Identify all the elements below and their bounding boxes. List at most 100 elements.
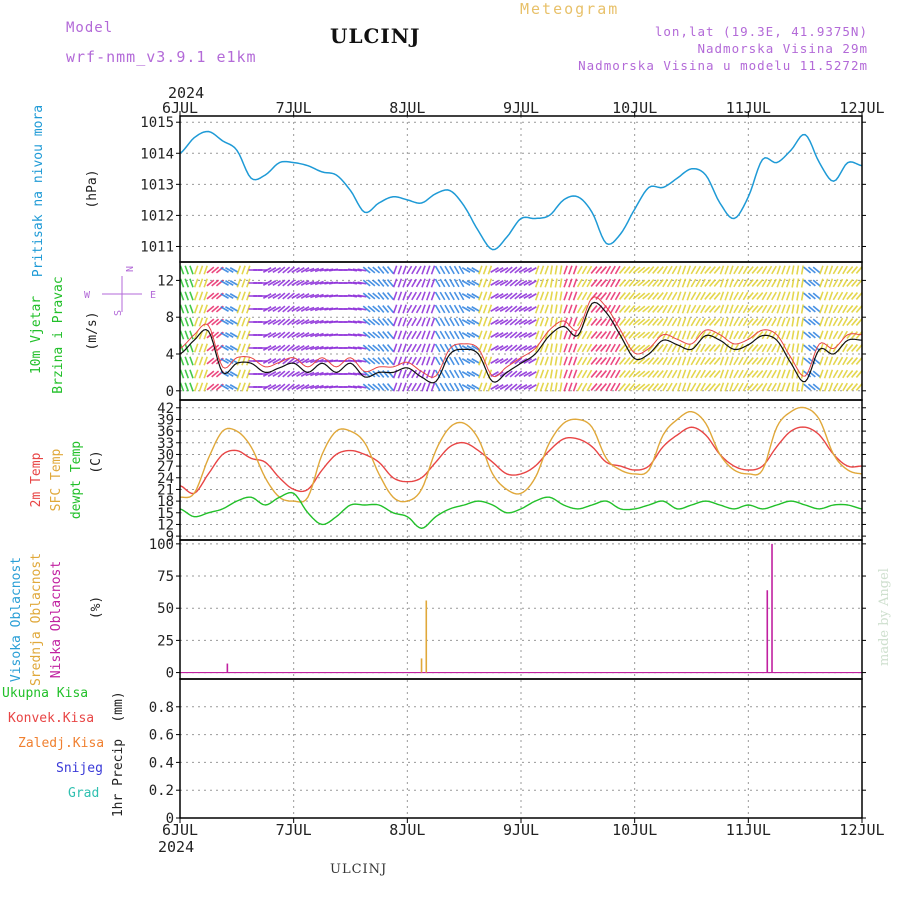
wind-arrow (286, 370, 295, 378)
wind-arrow (544, 291, 549, 301)
wind-arrow (406, 265, 413, 275)
wind-arrow (576, 356, 583, 366)
wind-arrow (291, 384, 300, 390)
wind-arrow (518, 358, 528, 364)
wind-arrow (800, 330, 804, 340)
wind-arrow (713, 266, 721, 274)
wind-arrow (742, 265, 749, 275)
pressure-unit-label: (hPa) (85, 169, 100, 208)
wind-arrow (229, 332, 239, 338)
wind-arrow (642, 318, 651, 326)
credit-watermark: made by Angel (877, 568, 892, 666)
wind-arrow (523, 293, 533, 299)
wind-arrow (554, 304, 558, 314)
wind-arrow (357, 372, 367, 376)
wind-arrow (291, 371, 300, 377)
wind-arrow (628, 331, 636, 339)
wind-arrow (434, 265, 441, 275)
wind-arrow (411, 278, 418, 288)
wind-arrow (647, 292, 655, 300)
wind-arrow (296, 345, 305, 351)
wind-arrow (632, 305, 641, 313)
model-label: Model (66, 20, 114, 36)
wind-arrow (406, 304, 413, 314)
wind-arrow (781, 330, 786, 340)
wind-arrow (791, 317, 795, 327)
wind-arrow (310, 345, 320, 351)
wind-arrow (347, 281, 358, 285)
wind-arrow (267, 306, 277, 312)
wind-arrow (851, 331, 859, 339)
wind-arrow (478, 369, 483, 379)
wind-arrow (305, 384, 315, 390)
wind-arrow (300, 345, 310, 351)
wind-arrow (262, 319, 272, 325)
wind-arrow (421, 291, 426, 301)
wind-arrow (572, 278, 578, 288)
elevation-info: Nadmorska Visina 29m (697, 41, 868, 56)
wind-arrow (855, 318, 863, 326)
wind-arrow (272, 358, 282, 364)
wind-arrow (453, 291, 460, 301)
wind-arrow (458, 278, 465, 288)
wind-arrow (397, 304, 403, 314)
wind-arrow (614, 265, 621, 275)
wind-arrow (618, 292, 626, 300)
pressure-axis-label: Pritisak na nivou mora (31, 105, 46, 277)
wind-arrow (746, 357, 754, 365)
wind-arrow (623, 318, 631, 326)
wind-arrow (397, 265, 403, 275)
frame-layer (176, 111, 866, 823)
wind-arrow (314, 293, 324, 299)
wind-arrow (367, 318, 376, 326)
wind-arrow (823, 304, 829, 314)
wind-arrow (666, 291, 673, 301)
wind-arrow (415, 304, 422, 314)
wind-arrow (495, 319, 504, 325)
wind-arrow (791, 369, 795, 379)
wind-arrow (832, 317, 839, 327)
wind-arrow (282, 266, 291, 274)
wind-arrow (662, 317, 669, 327)
wind-arrow (314, 358, 324, 364)
wind-arrow (386, 383, 394, 391)
wind-arrow (568, 356, 573, 366)
wind-arrow (458, 265, 465, 275)
wind-arrow (647, 318, 655, 326)
wind-arrow (392, 317, 398, 327)
wind-arrow (392, 304, 398, 314)
wind-arrow (605, 343, 612, 353)
wind-arrow (272, 384, 282, 390)
wind-arrow (686, 343, 692, 353)
wind-arrow (402, 382, 407, 392)
wind-arrow (828, 291, 834, 301)
wind-arrow (637, 383, 646, 391)
wind-arrow (851, 305, 859, 313)
wind-arrow (729, 278, 734, 288)
wind-arrow (439, 343, 446, 353)
wind-arrow (495, 384, 504, 390)
wind-arrow (563, 304, 568, 314)
wind-arrow (776, 265, 782, 275)
wind-arrow (781, 291, 786, 301)
wind-arrow (449, 317, 455, 327)
wind-arrow (832, 330, 839, 340)
wind-arrow (402, 369, 407, 379)
wind-arrow (314, 280, 324, 286)
wind-arrow (796, 291, 800, 301)
wind-arrow (719, 343, 725, 353)
wind-arrow (382, 279, 390, 287)
wind-arrow (282, 370, 291, 378)
meteogram-heading: Meteogram (520, 0, 620, 18)
wind-arrow (324, 320, 334, 324)
wind-arrow (236, 369, 242, 379)
wind-arrow (623, 305, 631, 313)
wind-arrow (184, 304, 190, 314)
wind-arrow (411, 265, 418, 275)
wind-arrow (652, 305, 660, 313)
wind-arrow (362, 279, 371, 287)
wind-arrow (347, 333, 358, 337)
wind-arrow (837, 304, 844, 314)
wind-arrow (367, 279, 376, 287)
y-tick-label: 1012 (140, 208, 174, 224)
